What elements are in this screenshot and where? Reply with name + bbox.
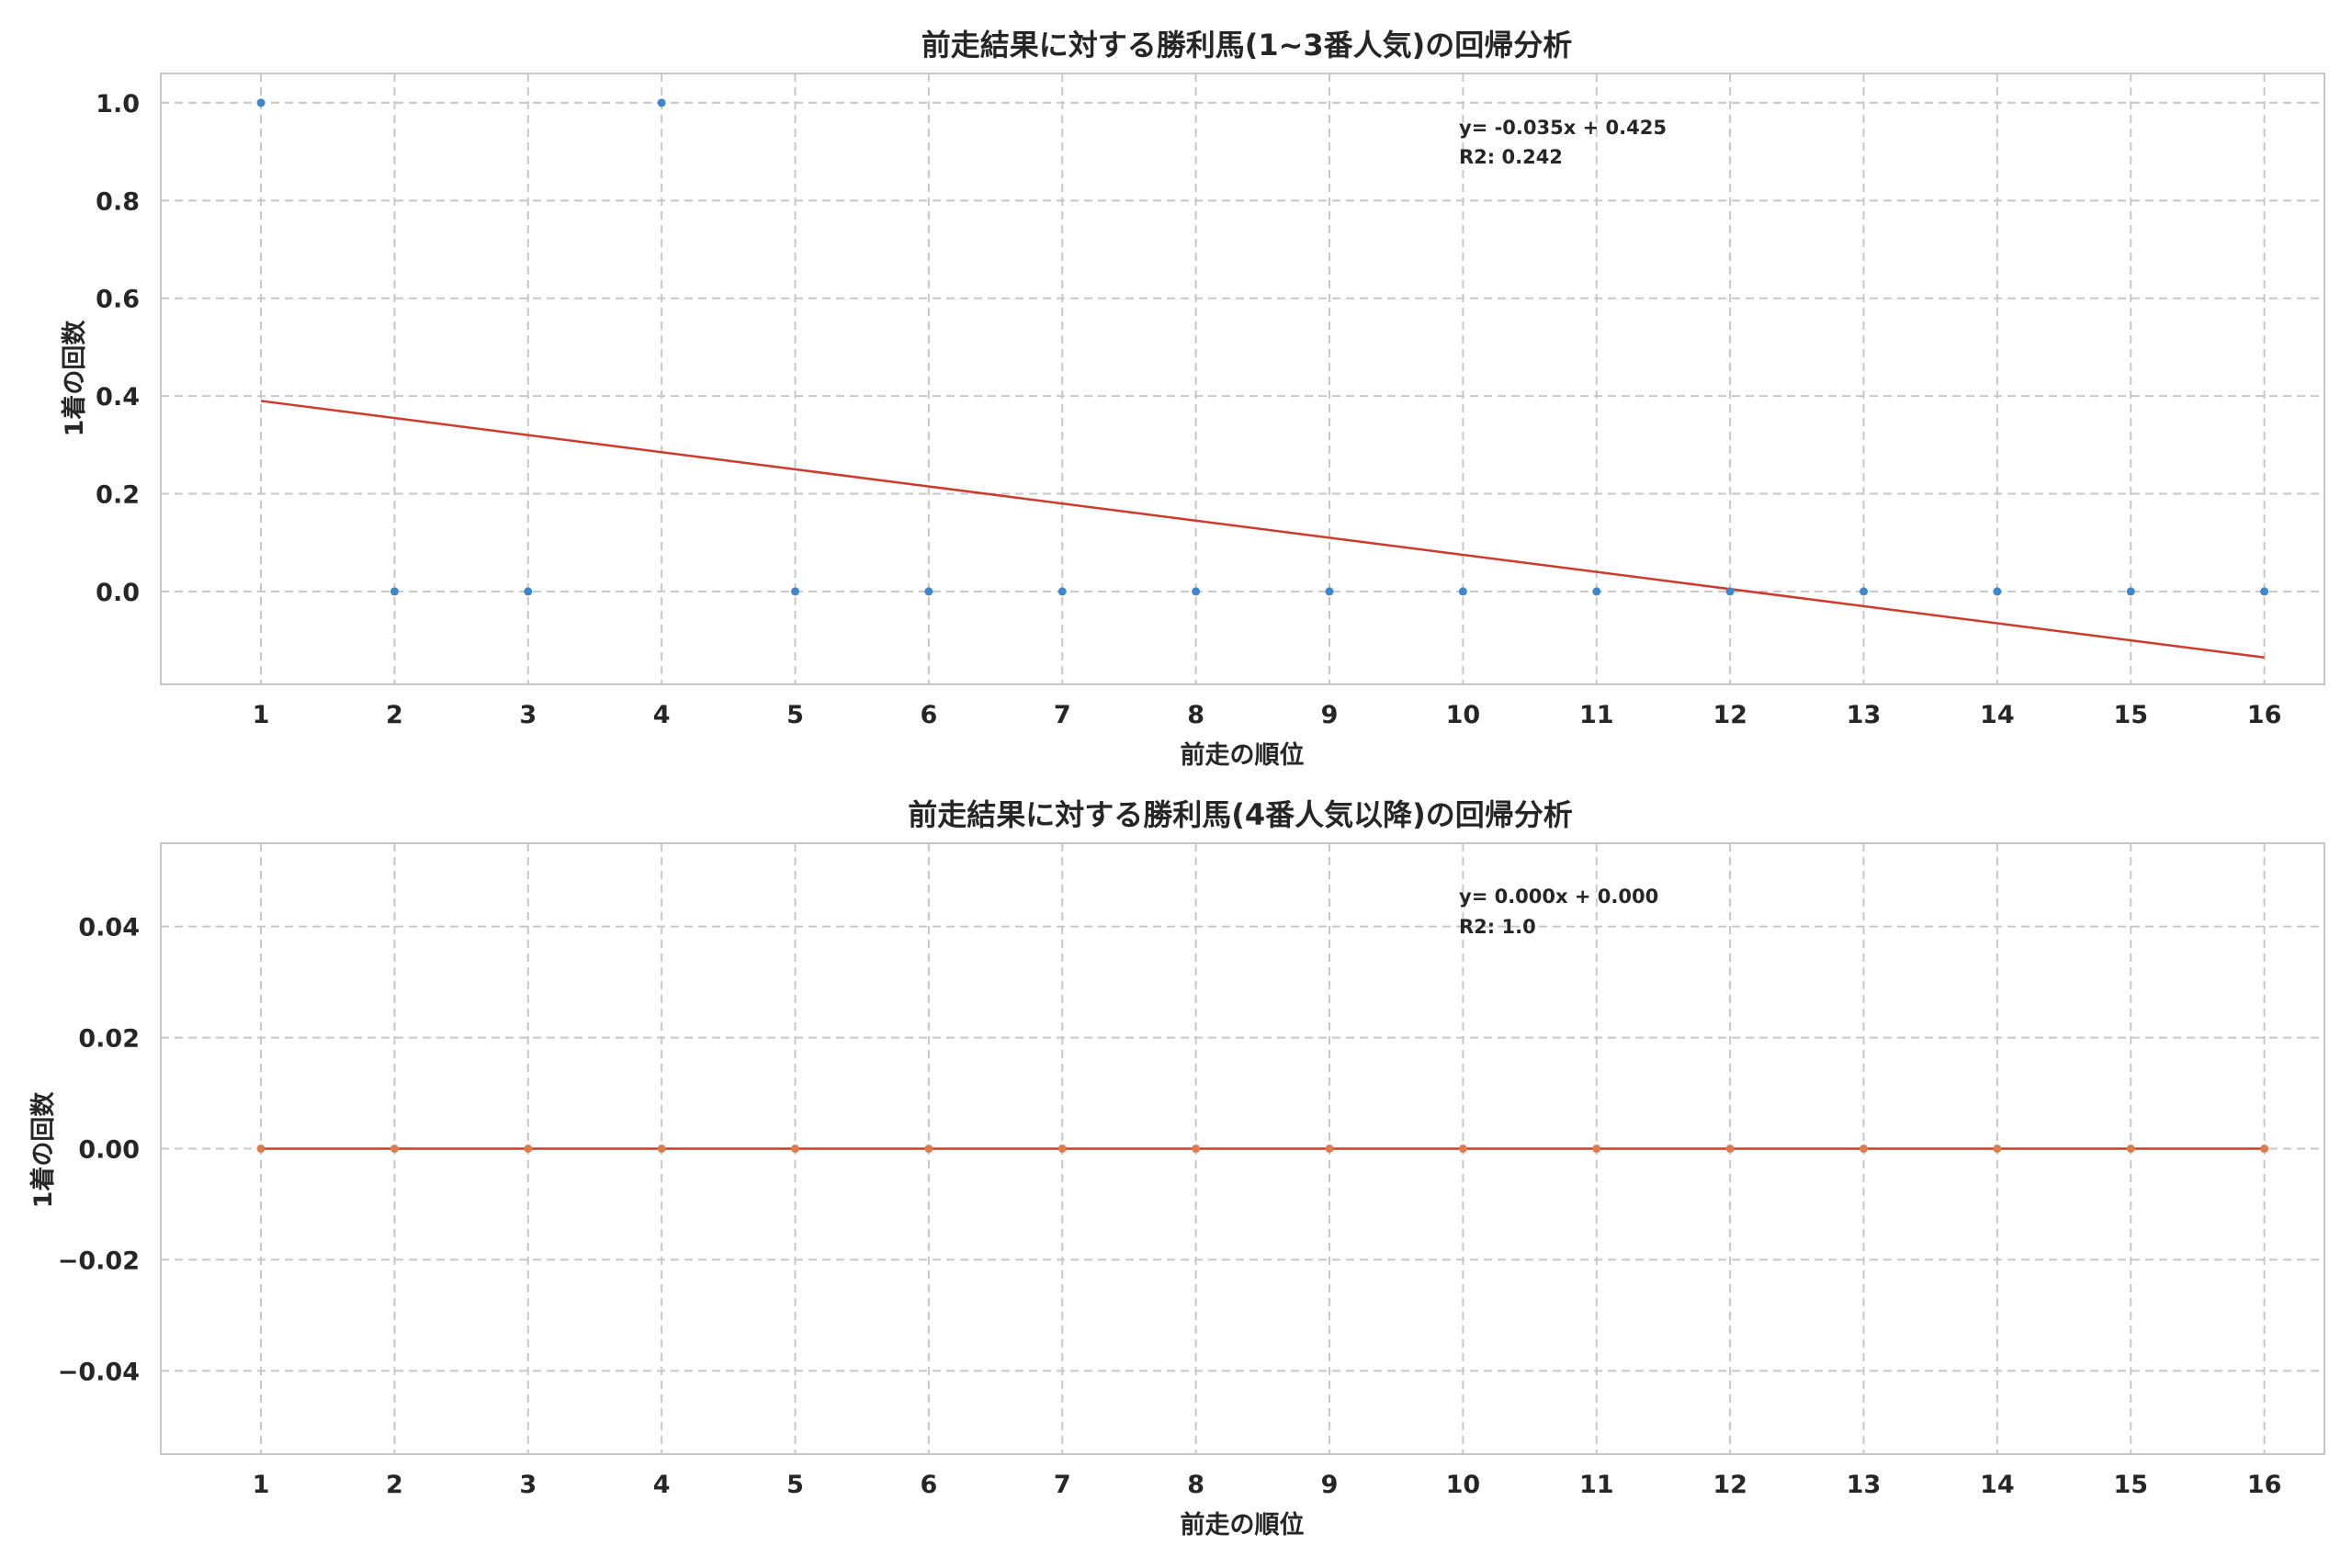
regression-equation: y= -0.035x + 0.425 bbox=[1459, 117, 1667, 139]
data-point bbox=[256, 1145, 266, 1153]
data-point bbox=[1725, 1145, 1735, 1153]
y-tick-label: 0.6 bbox=[96, 286, 140, 314]
y-tick-labels: 0.04 0.02 0.00 −0.02 −0.04 bbox=[58, 914, 140, 1387]
r-squared: R2: 1.0 bbox=[1459, 916, 1536, 938]
x-tick-label: 14 bbox=[1980, 701, 2015, 729]
data-point bbox=[1192, 1145, 1201, 1153]
plot-area-frame bbox=[160, 842, 2325, 1455]
data-point bbox=[924, 587, 933, 596]
x-tick-label: 7 bbox=[1054, 1471, 1071, 1499]
data-point bbox=[524, 1145, 533, 1153]
x-tick-label: 8 bbox=[1187, 1471, 1204, 1499]
plot-area-frame bbox=[160, 73, 2325, 685]
x-tick-label: 16 bbox=[2247, 1471, 2282, 1499]
y-axis-label: 1着の回数 bbox=[60, 320, 89, 437]
x-tick-label: 16 bbox=[2247, 701, 2282, 729]
data-point bbox=[791, 587, 800, 596]
x-tick-label: 8 bbox=[1187, 701, 1204, 729]
x-tick-label: 4 bbox=[653, 1471, 671, 1499]
x-tick-label: 5 bbox=[786, 701, 804, 729]
data-point bbox=[1993, 1145, 2002, 1153]
x-tick-label: 14 bbox=[1980, 1471, 2015, 1499]
y-axis-label: 1着の回数 bbox=[28, 1091, 58, 1209]
x-axis-label: 前走の順位 bbox=[1181, 1510, 1305, 1540]
x-tick-label: 15 bbox=[2113, 1471, 2148, 1499]
y-tick-label: 0.4 bbox=[96, 383, 140, 412]
y-tick-label: −0.02 bbox=[58, 1247, 140, 1275]
y-tick-label: 0.8 bbox=[96, 187, 140, 216]
data-point bbox=[1192, 587, 1201, 596]
x-tick-label: 3 bbox=[519, 701, 537, 729]
data-point bbox=[1993, 587, 2002, 596]
y-tick-label: 0.04 bbox=[78, 914, 140, 942]
y-tick-label: 0.0 bbox=[96, 579, 140, 607]
data-point bbox=[390, 1145, 399, 1153]
x-tick-label: 5 bbox=[786, 1471, 804, 1499]
data-point bbox=[1725, 587, 1735, 596]
x-tick-label: 13 bbox=[1847, 1471, 1882, 1499]
x-tick-label: 7 bbox=[1054, 701, 1071, 729]
y-tick-label: −0.04 bbox=[58, 1358, 140, 1386]
x-tick-label: 12 bbox=[1713, 701, 1747, 729]
data-point bbox=[390, 587, 399, 596]
x-axis-label: 前走の順位 bbox=[1181, 740, 1305, 770]
data-point bbox=[1592, 587, 1601, 596]
x-tick-label: 3 bbox=[519, 1471, 537, 1499]
data-point bbox=[791, 1145, 800, 1153]
x-tick-label: 2 bbox=[386, 1471, 403, 1499]
y-tick-label: 0.00 bbox=[78, 1136, 140, 1165]
regression-equation: y= 0.000x + 0.000 bbox=[1459, 886, 1658, 908]
upper-regression-panel: 前走結果に対する勝利馬(1~3番人気)の回帰分析 1 2 3 4 5 6 7 8 9 10 11 12… bbox=[60, 28, 2325, 770]
x-tick-label: 9 bbox=[1321, 701, 1339, 729]
x-tick-label: 12 bbox=[1713, 1471, 1747, 1499]
y-tick-label: 1.0 bbox=[96, 90, 140, 118]
data-point bbox=[1325, 587, 1334, 596]
lower-regression-panel: 前走結果に対する勝利馬(4番人気以降)の回帰分析 1 2 3 4 5 6 7 8 9 10 11 12… bbox=[28, 797, 2325, 1540]
data-point bbox=[1458, 1145, 1467, 1153]
chart-title: 前走結果に対する勝利馬(4番人気以降)の回帰分析 bbox=[908, 797, 1573, 832]
y-tick-labels: 1.0 0.8 0.6 0.4 0.2 0.0 bbox=[96, 90, 140, 607]
x-tick-label: 6 bbox=[920, 1471, 937, 1499]
regression-line-group bbox=[260, 400, 2265, 659]
x-tick-label: 9 bbox=[1321, 1471, 1339, 1499]
data-point bbox=[1458, 587, 1467, 596]
data-point bbox=[256, 98, 266, 107]
y-tick-label: 0.02 bbox=[78, 1025, 140, 1054]
x-tick-label: 10 bbox=[1446, 1471, 1481, 1499]
y-tick-label: 0.2 bbox=[96, 481, 140, 510]
regression-line bbox=[260, 400, 2265, 659]
x-tick-label: 11 bbox=[1579, 1471, 1614, 1499]
data-points bbox=[256, 98, 2269, 596]
data-point bbox=[657, 98, 666, 107]
x-tick-label: 10 bbox=[1446, 701, 1481, 729]
data-point bbox=[2260, 587, 2269, 596]
chart-title: 前走結果に対する勝利馬(1~3番人気)の回帰分析 bbox=[922, 28, 1573, 62]
data-point bbox=[1859, 1145, 1868, 1153]
grid bbox=[161, 73, 2324, 684]
data-point bbox=[1057, 587, 1067, 596]
data-point bbox=[524, 587, 533, 596]
data-point bbox=[1592, 1145, 1601, 1153]
x-tick-labels: 1 2 3 4 5 6 7 8 9 10 11 12 13 14 15 16 bbox=[253, 1471, 2282, 1499]
data-point bbox=[1859, 587, 1868, 596]
x-tick-label: 11 bbox=[1579, 701, 1614, 729]
x-tick-label: 13 bbox=[1847, 701, 1882, 729]
data-points bbox=[256, 1145, 2269, 1153]
x-tick-label: 2 bbox=[386, 701, 403, 729]
data-point bbox=[2260, 1145, 2269, 1153]
data-point bbox=[924, 1145, 933, 1153]
x-tick-label: 15 bbox=[2113, 701, 2148, 729]
x-tick-labels: 1 2 3 4 5 6 7 8 9 10 11 12 13 14 15 16 bbox=[253, 701, 2282, 729]
x-tick-label: 1 bbox=[253, 701, 270, 729]
data-point bbox=[657, 1145, 666, 1153]
data-point bbox=[1325, 1145, 1334, 1153]
x-tick-label: 1 bbox=[253, 1471, 270, 1499]
x-tick-label: 4 bbox=[653, 701, 671, 729]
data-point bbox=[2126, 1145, 2135, 1153]
data-point bbox=[1057, 1145, 1067, 1153]
r-squared: R2: 0.242 bbox=[1459, 146, 1563, 168]
x-tick-label: 6 bbox=[920, 701, 937, 729]
data-point bbox=[2126, 587, 2135, 596]
